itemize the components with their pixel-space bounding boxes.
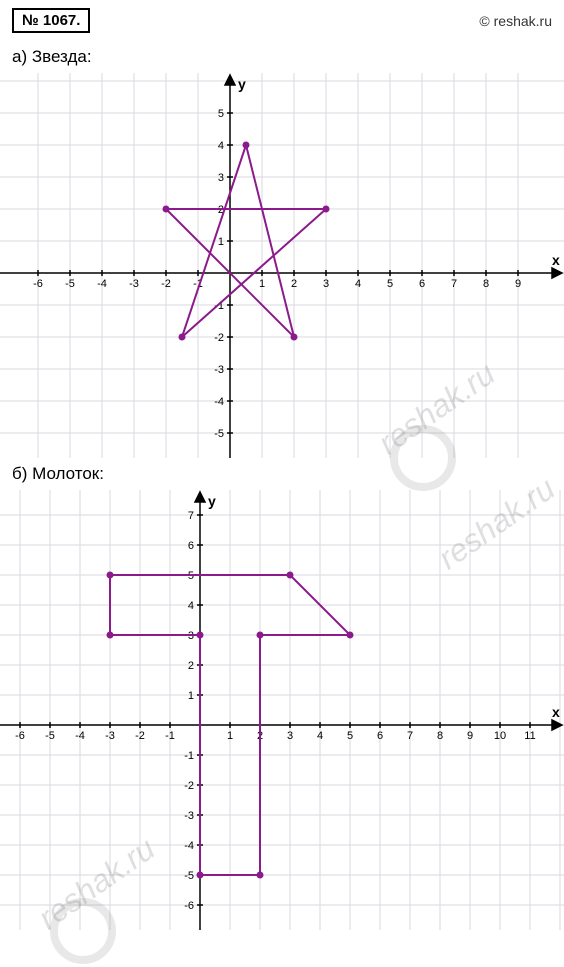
problem-number: № 1067. bbox=[12, 8, 90, 33]
chart-b-container: -6-5-4-3-2-11234567891011-6-5-4-3-2-1123… bbox=[0, 490, 564, 930]
svg-text:8: 8 bbox=[483, 278, 489, 290]
svg-text:11: 11 bbox=[524, 730, 535, 742]
svg-text:-3: -3 bbox=[214, 364, 224, 376]
svg-text:-5: -5 bbox=[184, 870, 194, 882]
svg-text:y: y bbox=[238, 76, 246, 92]
svg-text:5: 5 bbox=[387, 278, 393, 290]
chart-a: -6-5-4-3-2-1123456789-5-4-3-2-112345xy bbox=[0, 73, 564, 458]
svg-text:-6: -6 bbox=[15, 730, 25, 742]
svg-text:6: 6 bbox=[377, 730, 383, 742]
svg-text:7: 7 bbox=[451, 278, 457, 290]
svg-text:4: 4 bbox=[218, 140, 224, 152]
svg-text:7: 7 bbox=[407, 730, 413, 742]
svg-text:5: 5 bbox=[218, 108, 224, 120]
section-b-label: б) Молоток: bbox=[0, 458, 564, 490]
chart-a-container: -6-5-4-3-2-1123456789-5-4-3-2-112345xy bbox=[0, 73, 564, 458]
svg-text:x: x bbox=[552, 252, 560, 268]
svg-text:9: 9 bbox=[515, 278, 521, 290]
svg-text:-4: -4 bbox=[184, 840, 194, 852]
svg-text:-4: -4 bbox=[75, 730, 85, 742]
svg-text:-6: -6 bbox=[33, 278, 43, 290]
svg-text:-5: -5 bbox=[214, 428, 224, 440]
svg-text:2: 2 bbox=[291, 278, 297, 290]
svg-text:3: 3 bbox=[323, 278, 329, 290]
svg-text:1: 1 bbox=[227, 730, 233, 742]
svg-text:2: 2 bbox=[188, 660, 194, 672]
svg-text:1: 1 bbox=[259, 278, 265, 290]
svg-text:1: 1 bbox=[218, 236, 224, 248]
svg-text:8: 8 bbox=[437, 730, 443, 742]
svg-text:y: y bbox=[208, 493, 216, 509]
svg-text:-6: -6 bbox=[184, 900, 194, 912]
svg-text:x: x bbox=[552, 704, 560, 720]
svg-text:3: 3 bbox=[218, 172, 224, 184]
svg-text:-4: -4 bbox=[97, 278, 107, 290]
svg-text:-3: -3 bbox=[129, 278, 139, 290]
svg-text:6: 6 bbox=[419, 278, 425, 290]
svg-text:-2: -2 bbox=[135, 730, 145, 742]
header: № 1067. © reshak.ru bbox=[0, 0, 564, 41]
svg-text:-2: -2 bbox=[184, 780, 194, 792]
chart-b: -6-5-4-3-2-11234567891011-6-5-4-3-2-1123… bbox=[0, 490, 564, 930]
svg-text:-3: -3 bbox=[105, 730, 115, 742]
svg-text:7: 7 bbox=[188, 510, 194, 522]
svg-text:6: 6 bbox=[188, 540, 194, 552]
svg-text:9: 9 bbox=[467, 730, 473, 742]
svg-text:-2: -2 bbox=[161, 278, 171, 290]
section-a-label: а) Звезда: bbox=[0, 41, 564, 73]
svg-text:-3: -3 bbox=[184, 810, 194, 822]
svg-text:4: 4 bbox=[188, 600, 194, 612]
svg-text:10: 10 bbox=[494, 730, 506, 742]
svg-text:-5: -5 bbox=[65, 278, 75, 290]
svg-text:-5: -5 bbox=[45, 730, 55, 742]
svg-text:-2: -2 bbox=[214, 332, 224, 344]
svg-text:4: 4 bbox=[317, 730, 323, 742]
svg-text:5: 5 bbox=[347, 730, 353, 742]
svg-text:1: 1 bbox=[188, 690, 194, 702]
svg-text:-1: -1 bbox=[165, 730, 175, 742]
svg-text:-4: -4 bbox=[214, 396, 224, 408]
svg-text:3: 3 bbox=[287, 730, 293, 742]
svg-text:-1: -1 bbox=[184, 750, 194, 762]
svg-text:4: 4 bbox=[355, 278, 361, 290]
source-label: © reshak.ru bbox=[479, 13, 552, 29]
